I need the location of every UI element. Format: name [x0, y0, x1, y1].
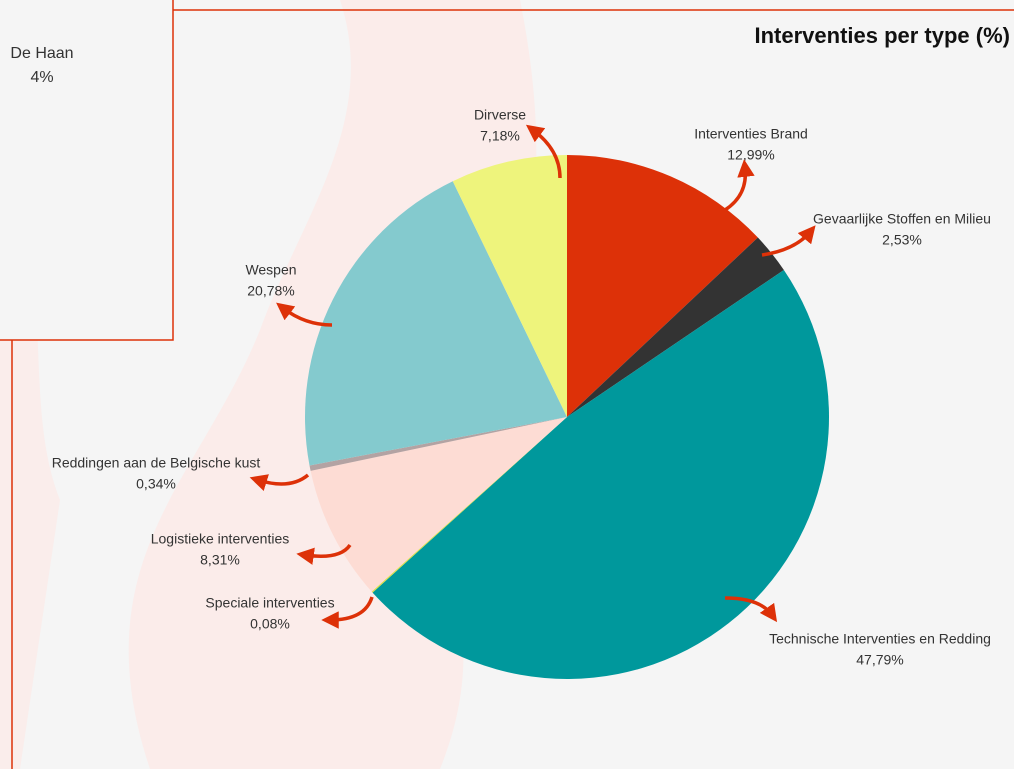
background-wave — [0, 200, 60, 769]
label-arrow — [276, 302, 333, 327]
slice-value-label: 8,31% — [200, 552, 240, 568]
label-arrow — [724, 596, 778, 623]
slice-name: Technische Interventies en Redding — [769, 631, 991, 647]
label-arrow — [321, 596, 374, 629]
chart-title: Interventies per type (%) — [754, 23, 1010, 48]
pie-slice — [310, 417, 567, 592]
side-box — [0, 0, 174, 341]
label-arrow — [525, 124, 562, 179]
slice-name: Dirverse — [474, 107, 526, 123]
label-arrow — [296, 543, 352, 565]
pie-slice — [309, 417, 567, 471]
slice-value-label: 2,53% — [882, 232, 922, 248]
slice-name: Gevaarlijke Stoffen en Milieu — [813, 211, 991, 227]
slice-name: Interventies Brand — [694, 126, 808, 142]
slice-value-label: 0,08% — [250, 616, 290, 632]
pie-slice — [567, 237, 784, 417]
pie-slice — [305, 181, 567, 466]
pie-slice — [567, 155, 758, 417]
label-arrow — [249, 473, 310, 491]
side-box-label: 4% — [30, 69, 53, 86]
label-arrow — [724, 159, 755, 212]
slice-value-label: 7,18% — [480, 128, 520, 144]
side-box-name: De Haan — [10, 45, 73, 62]
slice-name: Logistieke interventies — [151, 531, 290, 547]
slice-value-label: 20,78% — [247, 283, 294, 299]
pie-slice — [372, 270, 829, 679]
slice-value-label: 0,34% — [136, 476, 176, 492]
label-arrow — [761, 225, 816, 257]
slice-value-label: 12,99% — [727, 147, 774, 163]
pie-slice — [371, 417, 567, 593]
slice-name: Speciale interventies — [205, 595, 334, 611]
slice-value-label: 47,79% — [856, 652, 903, 668]
slice-name: Reddingen aan de Belgische kust — [52, 455, 261, 471]
slice-name: Wespen — [245, 262, 296, 278]
pie-slice — [452, 155, 567, 417]
